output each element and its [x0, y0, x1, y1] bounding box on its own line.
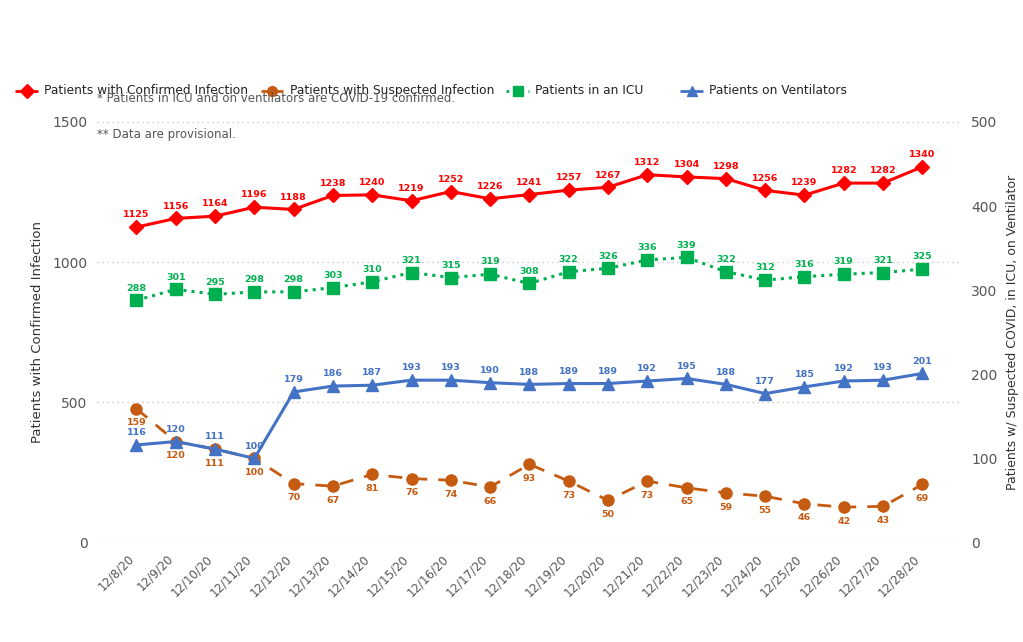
Y-axis label: Patients w/ Suspected COVID, in ICU, on Ventilator: Patients w/ Suspected COVID, in ICU, on …: [1006, 175, 1019, 490]
Text: 1340: 1340: [909, 150, 935, 159]
Text: 190: 190: [480, 366, 500, 375]
Text: 159: 159: [127, 419, 146, 428]
Text: 185: 185: [795, 370, 814, 379]
Text: 116: 116: [127, 428, 146, 437]
Text: 1312: 1312: [634, 158, 661, 167]
Text: 55: 55: [759, 506, 771, 515]
Text: 192: 192: [834, 364, 853, 373]
Text: 42: 42: [837, 517, 850, 526]
Text: 189: 189: [598, 367, 618, 376]
Text: 303: 303: [323, 271, 343, 280]
Text: 1219: 1219: [398, 184, 425, 193]
Text: 46: 46: [798, 514, 811, 523]
Text: 1252: 1252: [438, 175, 464, 184]
Text: COVID-19 Hospitalizations Reported by MS Hospitals, 12/8/20-12/28/20 *,**: COVID-19 Hospitalizations Reported by MS…: [13, 28, 805, 47]
Text: 187: 187: [362, 369, 383, 377]
Text: 179: 179: [283, 375, 304, 384]
Text: 1196: 1196: [241, 191, 268, 200]
Text: 288: 288: [127, 284, 146, 293]
Text: 1226: 1226: [477, 182, 503, 191]
Text: 321: 321: [402, 256, 421, 265]
Text: 193: 193: [874, 363, 893, 372]
Text: Patients with Suspected Infection: Patients with Suspected Infection: [290, 84, 494, 97]
Text: 1282: 1282: [870, 166, 896, 175]
Text: 81: 81: [365, 484, 379, 493]
Text: 325: 325: [913, 252, 932, 261]
Text: 100: 100: [244, 442, 264, 451]
Text: 312: 312: [755, 263, 775, 272]
Text: 193: 193: [441, 363, 460, 372]
Text: 100: 100: [244, 468, 264, 477]
Text: 315: 315: [441, 261, 460, 270]
Text: 322: 322: [716, 255, 736, 264]
Text: 1156: 1156: [163, 202, 189, 211]
Text: 339: 339: [677, 241, 697, 250]
Text: 1256: 1256: [752, 173, 779, 183]
Text: 1125: 1125: [124, 211, 149, 220]
Text: 310: 310: [362, 265, 382, 274]
Text: 1240: 1240: [359, 178, 386, 187]
Text: 50: 50: [602, 510, 615, 519]
Text: 120: 120: [166, 451, 185, 460]
Text: 177: 177: [755, 377, 775, 386]
Text: 69: 69: [916, 494, 929, 503]
Text: 66: 66: [484, 497, 497, 506]
Text: 1164: 1164: [202, 200, 228, 209]
Text: 319: 319: [480, 257, 500, 266]
Text: 74: 74: [444, 490, 457, 499]
Text: 1267: 1267: [594, 171, 621, 180]
Text: 1298: 1298: [713, 162, 740, 171]
Text: 1188: 1188: [280, 193, 307, 202]
Text: 1304: 1304: [673, 160, 700, 169]
Text: Patients with Confirmed Infection: Patients with Confirmed Infection: [44, 84, 248, 97]
Text: 111: 111: [206, 433, 225, 442]
Text: 93: 93: [523, 474, 536, 483]
Text: 186: 186: [323, 369, 343, 378]
Text: 298: 298: [283, 275, 304, 284]
Text: 1257: 1257: [555, 173, 582, 182]
Text: 316: 316: [795, 260, 814, 269]
Text: 59: 59: [719, 503, 732, 512]
Text: 73: 73: [640, 490, 654, 499]
Text: 326: 326: [598, 252, 618, 261]
Text: 43: 43: [877, 516, 890, 525]
Text: 73: 73: [562, 490, 575, 499]
Text: 1239: 1239: [791, 178, 817, 187]
Text: 322: 322: [559, 255, 579, 264]
Text: 76: 76: [405, 488, 418, 498]
Text: Patients on Ventilators: Patients on Ventilators: [709, 84, 847, 97]
Text: Patients in an ICU: Patients in an ICU: [535, 84, 643, 97]
Text: * Patients in ICU and on ventilators are COVID-19 confirmed.: * Patients in ICU and on ventilators are…: [97, 92, 455, 105]
Text: 1282: 1282: [831, 166, 857, 175]
Text: 193: 193: [402, 363, 421, 372]
Y-axis label: Patients with Confirmed Infection: Patients with Confirmed Infection: [31, 221, 44, 443]
Text: ** Data are provisional.: ** Data are provisional.: [97, 128, 236, 141]
Text: 321: 321: [874, 256, 893, 265]
Text: 188: 188: [520, 368, 539, 377]
Text: 195: 195: [676, 362, 697, 371]
Text: 1238: 1238: [320, 178, 346, 187]
Text: 308: 308: [520, 266, 539, 275]
Text: 188: 188: [716, 368, 736, 377]
Text: 336: 336: [637, 243, 657, 252]
Text: 301: 301: [166, 273, 185, 282]
Text: 298: 298: [244, 275, 264, 284]
Text: 67: 67: [326, 496, 340, 505]
Text: 120: 120: [166, 425, 185, 434]
Text: 1241: 1241: [517, 178, 542, 187]
Text: 192: 192: [637, 364, 657, 373]
Text: 319: 319: [834, 257, 853, 266]
Text: 201: 201: [913, 357, 932, 366]
Text: 70: 70: [287, 493, 300, 502]
Text: 65: 65: [680, 498, 694, 507]
Text: 295: 295: [206, 278, 225, 287]
Text: 189: 189: [559, 367, 579, 376]
Text: 111: 111: [206, 459, 225, 468]
